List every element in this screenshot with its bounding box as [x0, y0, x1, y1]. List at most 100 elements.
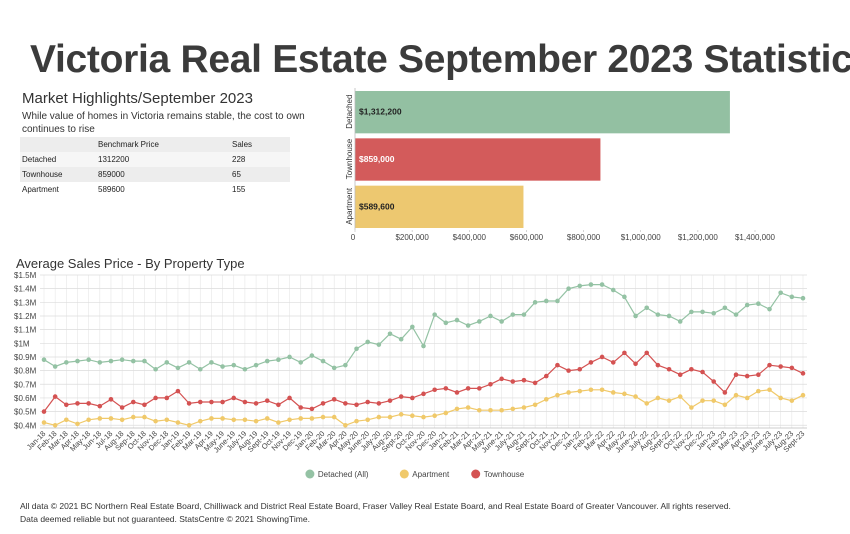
y-tick-label: $0.8M	[14, 367, 37, 376]
data-point	[86, 401, 91, 406]
legend-label: Detached (All)	[318, 470, 369, 479]
data-point	[86, 357, 91, 362]
data-point	[41, 409, 47, 414]
data-point	[622, 391, 627, 397]
data-point	[800, 392, 806, 398]
data-point	[186, 401, 192, 406]
data-point	[477, 407, 482, 413]
data-point	[287, 354, 292, 360]
data-point	[410, 324, 415, 330]
table-row: Detached 1312200 228	[20, 152, 290, 167]
data-point	[432, 413, 437, 419]
data-point	[164, 395, 170, 401]
data-point	[655, 312, 661, 317]
data-point	[454, 406, 460, 412]
data-point	[175, 365, 181, 371]
data-point	[543, 373, 549, 379]
data-point	[543, 397, 549, 402]
row-label: Detached	[20, 152, 96, 167]
data-point	[142, 358, 147, 364]
data-point	[242, 366, 248, 372]
data-point	[454, 317, 460, 323]
x-tick-label: $1,000,000	[621, 233, 662, 242]
data-point	[622, 294, 627, 300]
data-point	[410, 395, 415, 401]
column-header: Sales	[230, 137, 290, 152]
data-point	[142, 414, 147, 420]
data-point	[209, 360, 214, 365]
data-point	[64, 417, 69, 423]
data-point	[108, 397, 114, 402]
data-point	[197, 418, 203, 424]
data-point	[543, 298, 549, 304]
data-point	[778, 395, 783, 401]
data-point	[588, 282, 594, 287]
footer-line: All data © 2021 BC Northern Real Estate …	[20, 501, 731, 511]
data-point	[744, 373, 750, 379]
data-point	[52, 394, 58, 399]
data-point	[644, 350, 650, 356]
data-point	[276, 402, 281, 408]
data-point	[700, 369, 705, 375]
data-point	[666, 313, 672, 319]
data-point	[633, 313, 638, 319]
table-row: Apartment 589600 155	[20, 182, 290, 197]
x-tick-label: 0	[351, 233, 356, 242]
cell: 1312200	[96, 152, 230, 167]
y-tick-label: $0.5M	[14, 408, 37, 417]
highlights-table: Benchmark Price Sales Detached 1312200 2…	[20, 137, 290, 197]
data-point	[398, 412, 404, 417]
data-point	[488, 313, 493, 319]
data-point	[499, 407, 504, 413]
table-corner	[20, 137, 96, 152]
data-point	[800, 295, 806, 301]
category-label: Detached	[345, 95, 354, 129]
data-point	[387, 414, 393, 420]
data-point	[599, 387, 605, 393]
x-tick-label: $200,000	[395, 233, 429, 242]
row-label: Townhouse	[20, 167, 96, 182]
legend-marker	[399, 469, 409, 479]
data-point	[767, 306, 772, 312]
y-tick-label: $0.6M	[14, 394, 37, 403]
data-point	[320, 358, 326, 364]
data-point	[41, 420, 47, 425]
data-point	[398, 394, 404, 399]
data-point	[298, 405, 304, 410]
y-tick-label: $1.5M	[14, 271, 37, 280]
data-point	[387, 331, 393, 337]
data-point	[644, 401, 650, 406]
data-point	[320, 401, 326, 406]
data-point	[197, 399, 203, 405]
y-tick-label: $1.4M	[14, 285, 37, 294]
data-point	[432, 387, 437, 393]
x-tick-label: $1,400,000	[735, 233, 776, 242]
data-point	[767, 387, 772, 393]
data-point	[220, 399, 225, 405]
data-point	[108, 358, 114, 364]
data-point	[778, 290, 783, 296]
data-point	[231, 395, 237, 401]
data-point	[119, 417, 125, 423]
data-point	[521, 405, 527, 410]
data-point	[744, 302, 750, 308]
data-point	[677, 372, 683, 378]
highlights-heading: Market Highlights/September 2023	[22, 90, 253, 107]
data-point	[142, 402, 147, 408]
data-point	[789, 365, 795, 371]
data-point	[220, 416, 225, 421]
data-point	[75, 401, 80, 406]
cell: 228	[230, 152, 290, 167]
data-point	[287, 395, 292, 401]
cell: 859000	[96, 167, 230, 182]
data-point	[186, 422, 192, 428]
data-point	[298, 360, 304, 365]
data-point	[599, 354, 605, 360]
data-point	[343, 362, 348, 368]
data-point	[410, 413, 415, 419]
data-point	[733, 372, 739, 378]
data-point	[666, 366, 672, 372]
data-point	[555, 298, 560, 304]
data-point	[130, 414, 136, 420]
